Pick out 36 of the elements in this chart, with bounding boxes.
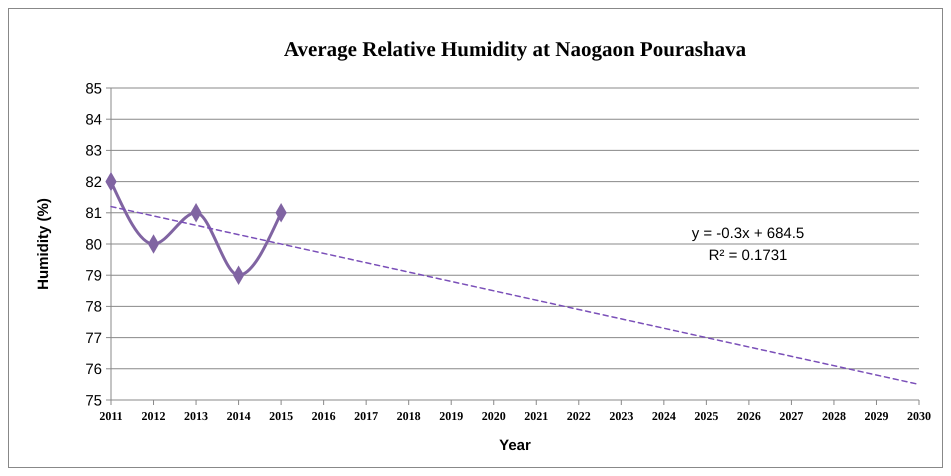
y-tick-label: 83 bbox=[85, 142, 102, 160]
x-tick-label: 2027 bbox=[779, 409, 804, 423]
x-tick-label: 2017 bbox=[354, 409, 378, 423]
y-tick-label: 79 bbox=[85, 267, 102, 284]
x-tick-label: 2024 bbox=[652, 409, 676, 423]
y-tick-label: 82 bbox=[85, 174, 102, 191]
x-tick-label: 2011 bbox=[99, 409, 123, 423]
x-tick-label: 2022 bbox=[566, 409, 591, 423]
y-tick-label: 76 bbox=[85, 361, 102, 378]
y-tick-label: 80 bbox=[85, 236, 102, 254]
chart-title: Average Relative Humidity at Naogaon Pourashava bbox=[284, 37, 747, 61]
x-tick-label: 2018 bbox=[396, 409, 421, 423]
x-tick-label: 2030 bbox=[907, 409, 931, 423]
x-tick-label: 2019 bbox=[439, 409, 464, 423]
annotation: R² = 0.1731 bbox=[708, 246, 788, 264]
x-tick-label: 2015 bbox=[269, 409, 294, 423]
x-tick-label: 2026 bbox=[736, 409, 761, 423]
x-tick-label: 2020 bbox=[482, 409, 506, 423]
y-axis-title: Humidity (%) bbox=[35, 198, 52, 290]
y-tick-label: 78 bbox=[85, 298, 102, 316]
x-tick-label: 2016 bbox=[312, 409, 336, 423]
y-tick-label: 85 bbox=[85, 80, 102, 98]
x-tick-label: 2021 bbox=[524, 409, 548, 423]
x-tick-label: 2012 bbox=[142, 409, 166, 423]
x-axis-title: Year bbox=[499, 437, 532, 454]
x-tick-label: 2013 bbox=[184, 409, 208, 423]
x-tick-label: 2025 bbox=[694, 409, 718, 423]
x-tick-label: 2023 bbox=[609, 409, 634, 423]
x-tick-label: 2014 bbox=[226, 409, 251, 423]
y-tick-label: 77 bbox=[85, 330, 102, 347]
annotation: y = -0.3x + 684.5 bbox=[692, 224, 804, 242]
x-tick-label: 2028 bbox=[822, 409, 846, 423]
x-tick-label: 2029 bbox=[864, 409, 888, 423]
y-tick-label: 75 bbox=[85, 392, 102, 410]
y-tick-label: 84 bbox=[85, 111, 102, 128]
y-tick-label: 81 bbox=[85, 205, 102, 222]
